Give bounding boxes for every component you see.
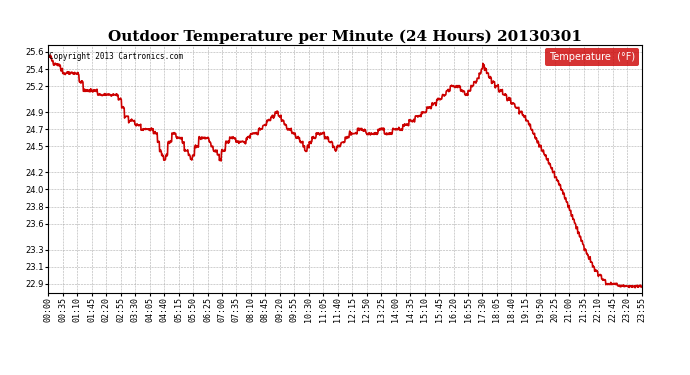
Legend: Temperature  (°F): Temperature (°F) <box>545 48 639 66</box>
Title: Outdoor Temperature per Minute (24 Hours) 20130301: Outdoor Temperature per Minute (24 Hours… <box>108 30 582 44</box>
Text: Copyright 2013 Cartronics.com: Copyright 2013 Cartronics.com <box>50 53 184 62</box>
